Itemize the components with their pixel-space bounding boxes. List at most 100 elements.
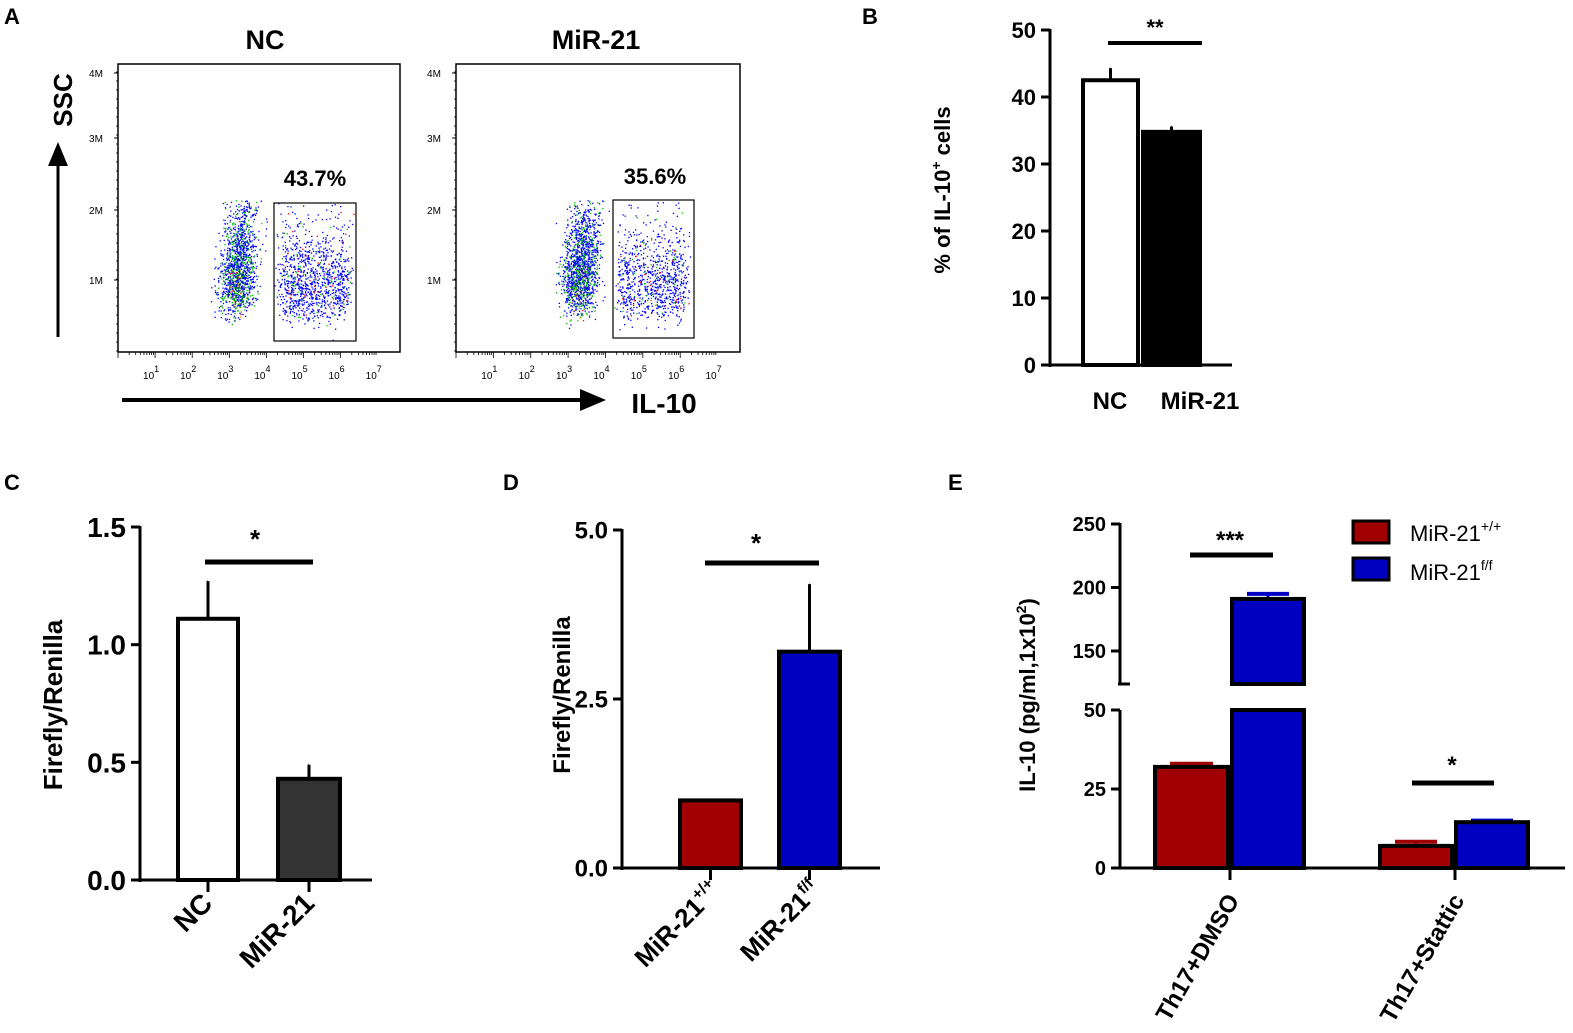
event-dot [671, 306, 673, 308]
event-dot [327, 283, 329, 285]
event-dot [311, 304, 314, 307]
event-dot [563, 279, 565, 281]
event-dot [575, 237, 577, 239]
event-dot [227, 228, 229, 230]
event-dot [232, 298, 234, 301]
event-dot [583, 291, 585, 294]
event-dot [254, 249, 256, 252]
event-dot [578, 255, 580, 257]
event-dot [580, 234, 583, 236]
event-dot [571, 304, 573, 307]
event-dot [230, 210, 232, 212]
event-dot [665, 255, 667, 257]
event-dot [242, 262, 244, 264]
event-dot [309, 305, 311, 307]
event-dot [573, 284, 575, 286]
event-dot [296, 254, 298, 256]
event-dot [292, 243, 294, 245]
event-dot [662, 255, 665, 257]
event-dot [639, 281, 642, 283]
event-dot [595, 236, 597, 238]
event-dot [636, 239, 638, 242]
event-dot [685, 282, 687, 284]
event-dot [337, 217, 339, 219]
event-dot [621, 268, 623, 271]
event-dot [242, 271, 244, 273]
event-dot [568, 299, 570, 301]
event-dot [627, 287, 629, 289]
event-dot [621, 259, 623, 261]
event-dot [331, 292, 333, 294]
event-dot [578, 305, 580, 307]
event-dot [589, 245, 591, 247]
event-dot [628, 297, 630, 299]
event-dot [249, 291, 251, 293]
event-dot [236, 235, 238, 237]
event-dot [236, 290, 238, 292]
event-dot [660, 241, 662, 244]
event-dot [229, 264, 231, 266]
event-dot [629, 293, 631, 296]
event-dot [588, 311, 590, 313]
event-dot [594, 260, 596, 262]
event-dot [231, 279, 234, 281]
event-dot [344, 312, 346, 314]
event-dot [659, 260, 661, 262]
event-dot [580, 274, 582, 277]
event-dot [577, 221, 579, 223]
event-dot [239, 316, 242, 318]
event-dot [644, 264, 647, 266]
event-dot [248, 243, 250, 245]
event-dot [634, 284, 636, 286]
event-dot [587, 249, 589, 251]
event-dot [302, 271, 305, 273]
event-dot [566, 281, 568, 284]
event-dot [629, 296, 631, 298]
event-dot [227, 310, 230, 312]
event-dot [579, 265, 581, 267]
event-dot [291, 259, 293, 261]
event-dot [572, 299, 574, 301]
event-dot [302, 253, 304, 255]
event-dot [586, 278, 588, 280]
event-dot [233, 305, 235, 307]
event-dot [251, 271, 253, 273]
event-dot [245, 277, 247, 279]
event-dot [583, 264, 585, 266]
event-dot [236, 283, 238, 285]
event-dot [588, 218, 590, 220]
event-dot [306, 309, 308, 311]
event-dot [220, 310, 222, 312]
event-dot [297, 226, 300, 228]
event-dot [567, 253, 569, 255]
event-dot [574, 237, 576, 239]
event-dot [669, 303, 672, 306]
event-dot [251, 298, 254, 301]
event-dot [311, 257, 313, 259]
event-dot [622, 295, 624, 298]
event-dot [650, 294, 653, 297]
event-dot [577, 320, 579, 322]
event-dot [629, 291, 631, 293]
event-dot [244, 309, 246, 311]
event-dot [650, 271, 652, 273]
event-dot [248, 274, 250, 277]
event-dot [585, 241, 588, 244]
event-dot [571, 287, 573, 289]
event-dot [632, 231, 635, 233]
event-dot [574, 272, 576, 274]
event-dot [294, 306, 296, 308]
event-dot [576, 295, 578, 297]
event-dot [304, 295, 306, 297]
event-dot [632, 271, 634, 273]
event-dot [673, 276, 676, 278]
event-dot [585, 246, 588, 248]
event-dot [237, 253, 239, 255]
event-dot [227, 289, 229, 291]
x-tick-label: 103 [556, 364, 572, 382]
event-dot [286, 290, 288, 292]
event-dot [234, 217, 236, 220]
event-dot [672, 264, 674, 266]
event-dot [339, 278, 341, 280]
event-dot [310, 244, 312, 246]
